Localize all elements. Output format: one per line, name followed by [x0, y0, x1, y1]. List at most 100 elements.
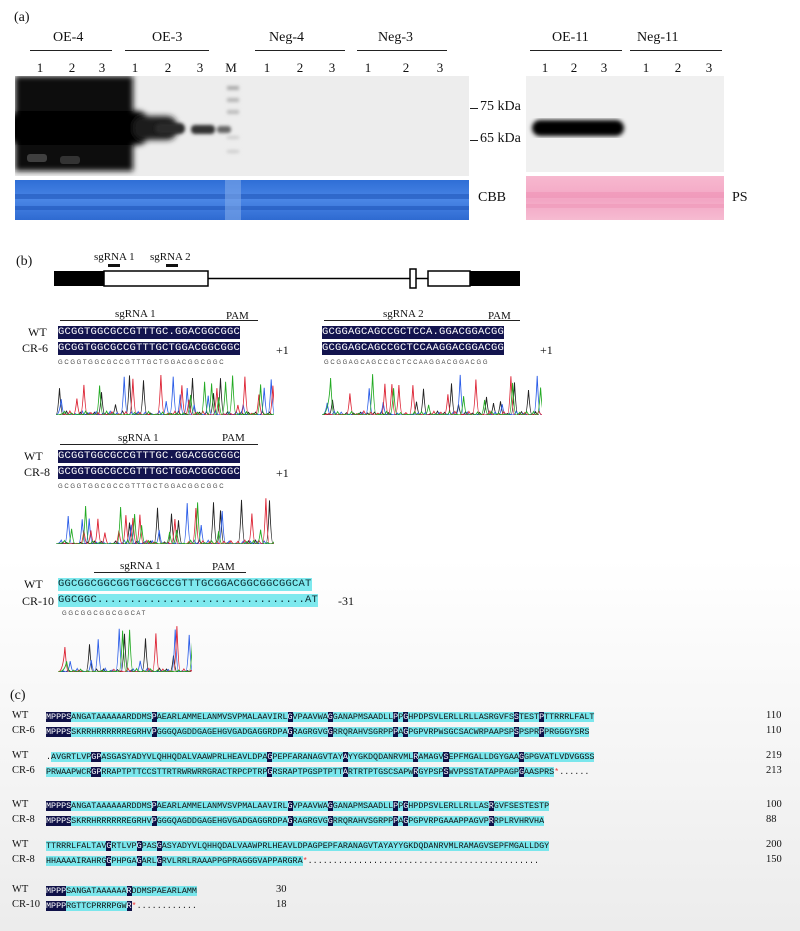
sequence-name: WT: [12, 750, 29, 761]
panel-a-label: (a): [14, 10, 30, 25]
aligned-sequence: MPPPSSKRRHRRRRRREGRHVPGGGQAGDDGAGEHGVGAD…: [46, 727, 590, 737]
chromatogram-basecalls: G C G G T G G C G C C G T T T G C T G G …: [58, 360, 224, 366]
lane-number: 1: [36, 60, 44, 75]
lane-number: 2: [402, 60, 410, 75]
wt-label: WT: [24, 577, 43, 591]
group-rule: [30, 50, 112, 51]
group-label-neg3: Neg-3: [378, 30, 413, 45]
residue-count: 100: [766, 799, 782, 810]
sgrna1-label: sgRNA 1: [94, 251, 135, 263]
group-rule: [125, 50, 209, 51]
chromatogram-trace: [322, 374, 542, 415]
blot-bands-left: [15, 76, 239, 171]
chromatogram-trace: [322, 374, 542, 415]
aligned-sequence: MPPPRGTTCPRRRPGWR*............: [46, 901, 197, 911]
sequence-name: CR-6: [12, 725, 35, 736]
pam-rule: [480, 320, 520, 321]
aligned-sequence: TTRRRLFALTAVGRTLVPGPASGASYADYVLQHHQDALVA…: [46, 841, 550, 851]
aligned-sequence: MPPPSANGATAAAAAARDDMSPAEARLAMMELANMVSVPM…: [46, 801, 550, 811]
group-label-oe3: OE-3: [152, 30, 183, 45]
sequence-name: CR-10: [12, 899, 41, 910]
lane-number: 1: [131, 60, 139, 75]
chromatogram-trace: [56, 376, 274, 415]
residue-count: 110: [766, 710, 782, 721]
wt-sequence: GGCGGCGGCGGTGGCGCCGTTTGCGGACGGCGGCGGCAT: [58, 578, 312, 591]
lane-number: 3: [600, 60, 608, 75]
group-label-oe4: OE-4: [53, 30, 84, 45]
sequence-name: CR-8: [12, 814, 35, 825]
residue-count: 110: [766, 725, 782, 736]
chromatogram-basecalls: G C G G A G C A G C C G C T C C A A G G …: [324, 360, 488, 366]
cbb-stain-strip: [15, 180, 469, 220]
panel-b-label: (b): [16, 254, 33, 269]
mutant-sequence: GCGGTGGCGCCGTTTGCTGGACGGCGGC: [58, 342, 241, 355]
pam-label: PAM: [222, 432, 245, 444]
lane-number: 2: [296, 60, 304, 75]
aligned-sequence: HHAAAAIRAHRGGPHPGAGARLGRVLRRLRAAAPPGPRAG…: [46, 856, 540, 866]
group-label-oe11: OE-11: [552, 30, 589, 45]
sequencing-chromatogram: [56, 498, 274, 544]
pam-rule: [218, 320, 258, 321]
marker-75-kda: 75 kDa: [480, 99, 521, 114]
blot-bands-right: [532, 120, 624, 136]
guide-label: sgRNA 1: [120, 560, 161, 572]
lane-number: 2: [674, 60, 682, 75]
lane-number: 1: [263, 60, 271, 75]
residue-count: 18: [276, 899, 287, 910]
aligned-sequence: MPPPSANGATAAAAAARDDMSPAEARLAMMELANMVSVPM…: [46, 712, 595, 722]
guide-rule: [60, 320, 218, 321]
group-rule: [530, 50, 622, 51]
mutant-sequence: GCGGAGCAGCCGCTCCAAGGACGGACGG: [322, 342, 505, 355]
group-rule: [357, 50, 447, 51]
marker-65-kda: 65 kDa: [480, 131, 521, 146]
residue-count: 30: [276, 884, 287, 895]
lane-number: 1: [642, 60, 650, 75]
lane-number: 1: [364, 60, 372, 75]
sequence-name: WT: [12, 884, 29, 895]
residue-count: 200: [766, 839, 782, 850]
lane-number: 2: [570, 60, 578, 75]
lane-number: 2: [164, 60, 172, 75]
pam-rule: [206, 572, 246, 573]
residue-count: 150: [766, 854, 782, 865]
indel-size: +1: [540, 343, 553, 357]
sgrna2-mark: [166, 264, 178, 267]
pam-label: PAM: [226, 310, 249, 322]
pam-label: PAM: [488, 310, 511, 322]
ps-texture: [526, 192, 724, 208]
wt-sequence: GCGGTGGCGCCGTTTGC.GGACGGCGGC: [58, 326, 241, 339]
sequence-name: WT: [12, 710, 29, 721]
residue-count: 213: [766, 765, 782, 776]
aligned-sequence: MPPPSANGATAAAAAARDDMSPAEARLAMM: [46, 886, 197, 896]
panel-c-label: (c): [10, 688, 26, 703]
lane-number: 1: [541, 60, 549, 75]
guide-label: sgRNA 1: [115, 308, 156, 320]
group-label-neg11: Neg-11: [637, 30, 679, 45]
chromatogram-basecalls: G C G G T G G C G C C G T T T G C T G G …: [58, 484, 224, 490]
group-rule: [255, 50, 345, 51]
lane-number: 2: [68, 60, 76, 75]
sequence-name: WT: [12, 799, 29, 810]
lane-number: 3: [98, 60, 106, 75]
sgrna1-mark: [108, 264, 120, 267]
indel-size: +1: [276, 343, 289, 357]
aligned-sequence: PRWAAPWCRGPRRAPTPTTCCSTTRTRWRWRRGRACTRPC…: [46, 767, 590, 777]
chromatogram-trace: [56, 502, 274, 544]
sequencing-chromatogram: [56, 374, 274, 415]
mutant-label: CR-8: [24, 465, 51, 479]
lane-marker-m: M: [225, 60, 237, 75]
lane-number: 3: [196, 60, 204, 75]
aligned-sequence: MPPPSSKRRHRRRRRREGRHVPGGGQAGDDGAGEHGVGAD…: [46, 816, 545, 826]
ponceau-stain-strip: [526, 176, 724, 220]
lane-number: 3: [328, 60, 336, 75]
aligned-sequence: .AVGRTLVPGPASGASYADYVLQHHQDALVAAWPRLHEAV…: [46, 752, 595, 762]
marker-tick: [470, 108, 478, 109]
pam-rule: [218, 444, 258, 445]
gene-structure-diagram: [54, 268, 520, 289]
wt-label: WT: [28, 325, 47, 339]
mutant-sequence: GGCGGC................................AT: [58, 594, 319, 607]
pam-label: PAM: [212, 561, 235, 573]
chromatogram-trace: [58, 629, 192, 672]
wt-label: WT: [24, 449, 43, 463]
